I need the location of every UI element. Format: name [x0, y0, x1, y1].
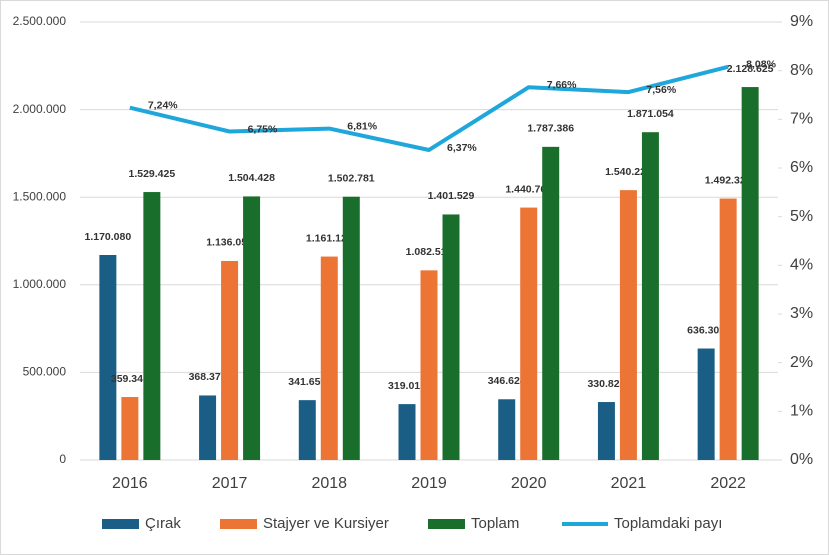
y2-tick-label: 3%	[790, 305, 813, 322]
value-label: 346.624	[488, 375, 526, 387]
bar	[143, 192, 161, 460]
y2-tick-label: 0%	[790, 451, 813, 468]
y2-tick-label: 7%	[790, 111, 813, 128]
value-label: 319.017	[388, 380, 426, 392]
value-label: 1.440.762	[505, 183, 552, 195]
bar	[520, 207, 538, 460]
value-label: 636.302	[687, 324, 725, 336]
legend-label: Stajyer ve Kursiyer	[263, 515, 389, 532]
value-label: 330.828	[587, 378, 625, 390]
bar	[442, 214, 460, 460]
value-label: 1.161.122	[306, 232, 353, 244]
bar	[320, 256, 338, 460]
bar	[99, 255, 117, 460]
x-tick-label: 2020	[511, 475, 547, 492]
bar	[342, 196, 360, 460]
value-label: 341.659	[288, 376, 326, 388]
y-tick-label: 1.500.000	[13, 189, 67, 203]
value-label: 1.787.386	[527, 123, 574, 135]
y-tick-label: 500.000	[23, 365, 67, 379]
y2-tick-label: 4%	[790, 257, 813, 274]
value-label: 1.136.055	[206, 237, 253, 249]
value-label: 6,75%	[248, 123, 278, 135]
y-tick-label: 2.000.000	[13, 102, 67, 116]
y-tick-label: 1.000.000	[13, 277, 67, 291]
x-tick-label: 2019	[411, 475, 447, 492]
y2-tick-label: 5%	[790, 208, 813, 225]
value-label: 1.540.226	[605, 166, 652, 178]
legend-label: Toplam	[471, 515, 519, 532]
legend-swatch	[220, 519, 257, 529]
value-label: 1.504.428	[228, 172, 275, 184]
y-tick-label: 2.500.000	[13, 14, 67, 28]
y2-tick-label: 2%	[790, 354, 813, 371]
y2-tick-label: 9%	[790, 13, 813, 30]
value-label: 359.345	[111, 373, 149, 385]
bar	[243, 196, 261, 461]
value-label: 1.502.781	[328, 172, 375, 184]
value-label: 1.170.080	[84, 231, 131, 243]
line	[129, 64, 729, 152]
y2-tick-label: 6%	[790, 159, 813, 176]
x-tick-label: 2016	[112, 475, 148, 492]
bar	[121, 397, 139, 460]
value-label: 8,08%	[746, 59, 776, 71]
x-tick-label: 2018	[311, 475, 347, 492]
bar	[199, 395, 217, 460]
x-tick-label: 2021	[611, 475, 647, 492]
value-label: 1.871.054	[627, 108, 674, 120]
x-tick-label: 2022	[710, 475, 746, 492]
value-label: 7,66%	[547, 79, 577, 91]
x-tick-label: 2017	[212, 475, 248, 492]
bar	[221, 260, 239, 460]
bar	[597, 402, 615, 460]
value-label: 1.401.529	[428, 190, 475, 202]
legend-swatch	[428, 519, 465, 529]
legend-label: Çırak	[145, 515, 181, 532]
bar	[298, 400, 316, 460]
bar	[719, 198, 737, 460]
value-label: 1.492.323	[705, 174, 752, 186]
bar	[498, 399, 516, 460]
bar	[697, 348, 715, 460]
y2-tick-label: 1%	[790, 403, 813, 420]
legend-label: Toplamdaki payı	[614, 515, 722, 532]
bar	[542, 146, 560, 460]
value-label: 1.082.512	[406, 246, 453, 258]
value-label: 7,56%	[646, 84, 676, 96]
value-label: 6,81%	[347, 120, 377, 132]
value-label: 368.373	[189, 371, 227, 383]
bar	[398, 404, 416, 460]
bar	[741, 87, 759, 460]
value-label: 1.529.425	[128, 168, 175, 180]
y2-tick-label: 8%	[790, 62, 813, 79]
bar	[420, 270, 438, 460]
legend-swatch	[102, 519, 139, 529]
value-label: 7,24%	[148, 99, 178, 111]
bar	[619, 190, 637, 460]
bar	[641, 132, 659, 460]
value-label: 6,37%	[447, 142, 477, 154]
y-tick-label: 0	[59, 452, 66, 466]
value-label: 2.128.625	[727, 63, 774, 75]
